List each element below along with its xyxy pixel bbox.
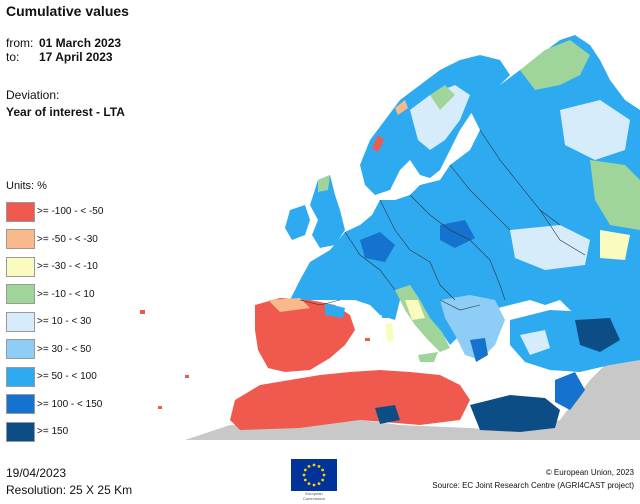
iberia [255, 298, 355, 372]
tunisia-dark [375, 405, 400, 424]
legend: Units: % >= -100 - < -50 >= -50 - < -30 >=… [6, 180, 103, 446]
legend-swatch [6, 256, 35, 277]
madeira-dot [185, 375, 189, 378]
legend-swatch [6, 229, 35, 250]
legend-label: >= 50 - < 100 [37, 371, 97, 383]
from-label: from: [6, 36, 34, 50]
norway-coast-dry [372, 135, 384, 152]
iberia-north-orange [268, 298, 310, 312]
eu-star-icon [307, 482, 311, 486]
legend-label: >= 100 - < 150 [37, 398, 103, 410]
azores-dot [158, 406, 162, 409]
levant-dark [470, 395, 560, 432]
ukraine-light [510, 225, 590, 270]
legend-item: >= -50 - < -30 [6, 226, 103, 254]
scandinavia-green [430, 85, 455, 110]
turkey-light [520, 330, 550, 355]
european-commission-logo: European Commission [286, 459, 342, 503]
resolution: Resolution: 25 X 25 Km [6, 483, 133, 497]
russia-east-light [560, 100, 630, 160]
greece-dark [470, 338, 488, 362]
eu-star-icon [303, 478, 307, 482]
legend-swatch [6, 366, 35, 387]
eu-star-icon [312, 483, 316, 487]
logo-caption-1: European [305, 491, 323, 496]
iceland-dot [140, 310, 145, 314]
eu-star-icon [322, 473, 326, 477]
russia-north-green [520, 40, 590, 90]
legend-swatch [6, 394, 35, 415]
scandinavia-light [410, 85, 470, 150]
volga-yellow [600, 230, 630, 260]
central-europe-dark [360, 232, 395, 262]
eu-star-icon [317, 482, 321, 486]
scotland-green [318, 175, 330, 192]
legend-label: >= 10 - < 30 [37, 316, 92, 328]
deviation-label: Deviation: [6, 88, 60, 102]
russia-east-green [590, 160, 640, 230]
corsica [382, 308, 388, 318]
legend-units: Units: % [6, 180, 47, 192]
turkey-dark [575, 318, 620, 352]
issue-date: 19/04/2023 [6, 466, 67, 480]
sicily [418, 352, 438, 362]
legend-item: >= 10 - < 30 [6, 308, 103, 336]
balkans [440, 295, 505, 360]
legend-label: >= -100 - < -50 [37, 206, 104, 218]
legend-swatch [6, 421, 35, 442]
eu-star-icon [312, 463, 316, 467]
legend-item: >= -10 - < 10 [6, 281, 103, 309]
eu-star-icon [303, 468, 307, 472]
maghreb [230, 370, 470, 430]
deviation-value: Year of interest - LTA [6, 105, 125, 119]
legend-item: >= -30 - < -10 [6, 253, 103, 281]
legend-item: >= -100 - < -50 [6, 198, 103, 226]
legend-item: >= 50 - < 100 [6, 363, 103, 391]
source: Source: EC Joint Research Centre (AGRI4C… [432, 481, 634, 490]
map-title: Cumulative values [6, 3, 129, 19]
pyrenees-blue [325, 303, 345, 318]
eu-star-icon [321, 478, 325, 482]
legend-label: >= -10 - < 10 [37, 288, 95, 300]
eu-flag-icon [291, 459, 337, 491]
legend-label: >= -30 - < -10 [37, 261, 98, 273]
balearic-dot [365, 338, 370, 341]
logo-caption-2: Commission [302, 496, 325, 501]
legend-swatch [6, 201, 35, 222]
period-block: from: 01 March 2023 to: 17 April 2023 [6, 36, 121, 64]
levant-blue [555, 372, 585, 410]
great-britain [310, 175, 345, 248]
credit-block: © European Union, 2023 Source: EC Joint … [432, 466, 634, 492]
legend-swatch [6, 284, 35, 305]
legend-label: >= -50 - < -30 [37, 233, 98, 245]
sardinia [385, 322, 394, 342]
eu-star-icon [317, 464, 321, 468]
copyright: © European Union, 2023 [545, 468, 634, 477]
norway-coast-orange [395, 100, 408, 115]
from-value: 01 March 2023 [39, 36, 122, 50]
ireland [285, 205, 310, 240]
country-borders [299, 129, 586, 311]
legend-label: >= 30 - < 50 [37, 343, 92, 355]
legend-item: >= 30 - < 50 [6, 336, 103, 364]
legend-label: >= 150 [37, 426, 69, 438]
to-label: to: [6, 50, 20, 64]
legend-swatch [6, 339, 35, 360]
legend-item: >= 150 [6, 418, 103, 446]
italy-yellow [405, 300, 425, 320]
eu-star-icon [321, 468, 325, 472]
eu-star-icon [302, 473, 306, 477]
to-value: 17 April 2023 [39, 50, 113, 64]
legend-items: >= -100 - < -50 >= -50 - < -30 >= -30 - < … [6, 198, 103, 446]
to-row: to: 17 April 2023 [6, 50, 121, 64]
eu-star-icon [307, 464, 311, 468]
legend-item: >= 100 - < 150 [6, 391, 103, 419]
legend-swatch [6, 311, 35, 332]
from-row: from: 01 March 2023 [6, 36, 121, 50]
